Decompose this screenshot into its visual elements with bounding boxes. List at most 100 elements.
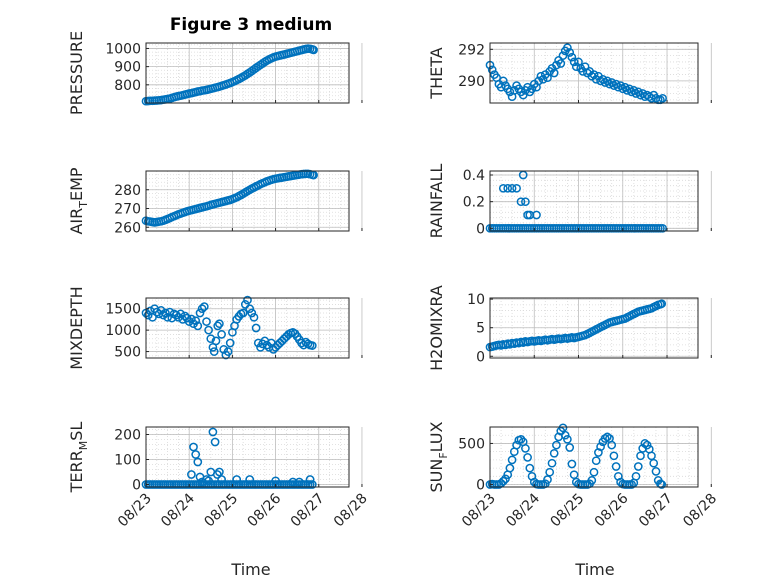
data-point — [538, 74, 548, 84]
data-point — [505, 463, 515, 473]
data-point — [240, 300, 250, 309]
data-point — [651, 467, 661, 476]
data-point — [571, 62, 581, 72]
axes-box — [145, 297, 350, 359]
data-point — [565, 48, 575, 57]
data-point — [658, 223, 667, 233]
data-point — [161, 308, 170, 318]
y-tick-label: 292 — [458, 42, 485, 58]
data-point — [247, 308, 257, 318]
data-point — [507, 455, 517, 465]
axes-box — [145, 426, 350, 488]
y-tick-label: 500 — [114, 345, 141, 361]
data-point — [213, 321, 223, 331]
y-axis-label-main: H2OMIXRA — [427, 285, 446, 371]
data-point — [275, 338, 285, 348]
data-point — [602, 432, 612, 442]
data-point — [271, 342, 280, 352]
data-point — [521, 197, 530, 207]
data-point — [505, 87, 515, 97]
data-point — [307, 341, 317, 350]
data-point — [498, 183, 508, 193]
y-axis-label-main: RAINFALL — [427, 164, 446, 239]
panel-left-3: 500 1000 1500 MIXDEPTH — [67, 286, 363, 370]
y-tick-label: 1000 — [105, 323, 141, 339]
y-tick-label: 290 — [458, 74, 485, 90]
data-point — [631, 471, 641, 481]
data-point — [187, 314, 196, 324]
data-point — [176, 309, 185, 319]
data-point — [215, 467, 224, 477]
data-point — [210, 437, 220, 447]
data-point — [225, 338, 235, 348]
data-point — [591, 456, 601, 466]
data-point — [633, 462, 643, 471]
data-point — [534, 76, 544, 86]
data-point — [587, 476, 597, 485]
data-point — [512, 440, 521, 450]
y-tick-label: 0 — [476, 478, 485, 494]
data-point — [217, 475, 226, 484]
y-axis-label-subscript: M — [77, 441, 90, 451]
data-point — [223, 347, 233, 356]
data-point — [249, 312, 259, 322]
y-tick-label: 270 — [114, 202, 141, 218]
y-tick-label: 1500 — [105, 302, 141, 318]
y-tick-label: 500 — [458, 436, 485, 452]
data-point — [171, 310, 181, 320]
data-point — [552, 440, 561, 450]
data-point — [523, 453, 532, 462]
data-point — [193, 321, 203, 331]
y-axis-label: TERRMSL — [67, 422, 90, 494]
data-point — [563, 434, 572, 444]
data-point — [567, 459, 577, 469]
data-point — [563, 43, 572, 53]
y-axis-label-suffix: EMP — [67, 167, 86, 201]
data-point — [549, 448, 559, 458]
y-tick-label: 0.2 — [463, 195, 485, 211]
data-point — [596, 442, 605, 452]
y-axis-label-suffix: SL — [67, 422, 86, 441]
data-point — [607, 440, 617, 450]
data-point — [238, 308, 248, 318]
data-point — [569, 470, 579, 480]
y-tick-label: 0 — [476, 349, 485, 365]
panel-left-1: 800 900 1000 PRESSURE — [67, 31, 363, 115]
x-axis-label-left: Time — [230, 560, 270, 579]
axes-box — [145, 42, 350, 104]
data-point — [503, 183, 513, 193]
data-point — [232, 475, 242, 484]
y-axis-label: H2OMIXRA — [427, 285, 446, 371]
panel-left-2: 260 270 280 AIRTEMP — [67, 167, 363, 236]
data-point — [525, 463, 535, 473]
data-point — [498, 476, 508, 486]
data-point — [269, 345, 278, 354]
figure-title: Figure 3 medium — [170, 15, 332, 35]
y-axis-label: RAINFALL — [427, 164, 446, 239]
data-point — [195, 308, 205, 318]
data-point — [163, 312, 172, 322]
y-axis-label-main: THETA — [427, 47, 446, 99]
data-point — [507, 183, 517, 193]
data-point — [294, 477, 304, 487]
data-point — [649, 458, 659, 468]
data-point — [547, 458, 557, 468]
y-tick-label: 800 — [114, 78, 141, 94]
data-point — [487, 65, 497, 75]
data-point — [187, 470, 196, 479]
data-point — [206, 334, 216, 344]
data-point — [208, 427, 218, 437]
y-tick-label: 200 — [114, 428, 141, 444]
y-axis-label-main: PRESSURE — [67, 31, 86, 115]
y-tick-label: 100 — [114, 453, 141, 469]
y-tick-label: 1000 — [105, 41, 141, 57]
data-point — [191, 450, 201, 459]
data-point — [245, 304, 255, 314]
data-point — [202, 317, 211, 326]
y-tick-label: 0 — [476, 221, 485, 237]
y-axis-label-subscript: T — [77, 201, 90, 209]
data-point — [219, 345, 229, 354]
data-point — [640, 439, 650, 448]
data-point — [191, 316, 201, 326]
y-tick-label: 10 — [467, 292, 485, 308]
